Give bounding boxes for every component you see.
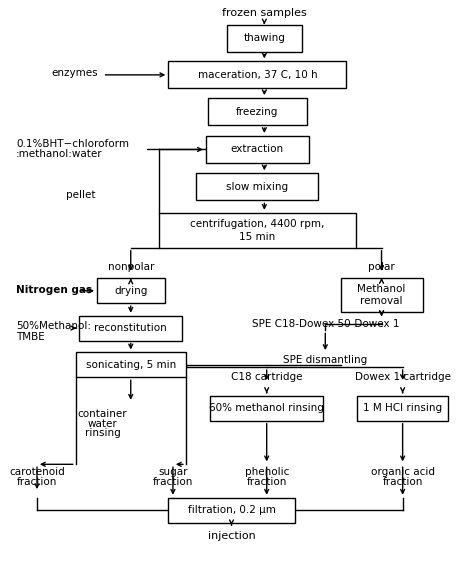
Text: SPE C18-Dowex 50-Dowex 1: SPE C18-Dowex 50-Dowex 1: [252, 319, 399, 328]
Text: injection: injection: [208, 531, 255, 541]
Text: fraction: fraction: [153, 477, 193, 487]
Bar: [168, 61, 346, 89]
Text: carotenoid: carotenoid: [9, 467, 65, 477]
Text: 1 M HCl rinsing: 1 M HCl rinsing: [363, 403, 442, 414]
Bar: [159, 213, 356, 248]
Text: phenolic: phenolic: [244, 467, 289, 477]
Bar: [208, 98, 306, 125]
Text: 0.1%BHT−chloroform: 0.1%BHT−chloroform: [16, 139, 129, 149]
Text: sugar: sugar: [158, 467, 188, 477]
Bar: [211, 396, 323, 421]
Text: C18 cartridge: C18 cartridge: [231, 372, 303, 382]
Bar: [79, 316, 182, 341]
Text: polar: polar: [368, 262, 395, 272]
Text: drying: drying: [114, 286, 147, 296]
Text: enzymes: enzymes: [51, 68, 98, 78]
Text: water: water: [88, 419, 118, 429]
Text: fraction: fraction: [246, 477, 287, 487]
Text: slow mixing: slow mixing: [226, 182, 288, 192]
Text: nonpolar: nonpolar: [108, 262, 154, 272]
Text: Nitrogen gas: Nitrogen gas: [16, 285, 92, 295]
Text: reconstitution: reconstitution: [94, 323, 167, 333]
Text: rinsing: rinsing: [85, 428, 120, 438]
Bar: [97, 278, 165, 303]
Text: maceration, 37 C, 10 h: maceration, 37 C, 10 h: [197, 70, 317, 80]
Text: TMBE: TMBE: [16, 332, 45, 341]
Text: extraction: extraction: [231, 144, 284, 154]
Text: 50%Methanol:: 50%Methanol:: [16, 321, 91, 331]
Text: pellet: pellet: [66, 190, 96, 200]
Text: frozen samples: frozen samples: [222, 8, 307, 18]
Text: Dowex 1 cartridge: Dowex 1 cartridge: [354, 372, 451, 382]
Bar: [196, 173, 318, 201]
Bar: [340, 278, 422, 312]
Text: centrifugation, 4400 rpm,
15 min: centrifugation, 4400 rpm, 15 min: [190, 219, 325, 241]
Text: container: container: [78, 409, 127, 419]
Bar: [227, 24, 302, 52]
Bar: [357, 396, 448, 421]
Bar: [168, 498, 295, 523]
Text: 60% methanol rinsing: 60% methanol rinsing: [209, 403, 324, 414]
Text: thawing: thawing: [244, 33, 285, 43]
Bar: [206, 136, 309, 163]
Text: fraction: fraction: [17, 477, 57, 487]
Text: organic acid: organic acid: [371, 467, 435, 477]
Text: SPE dismantling: SPE dismantling: [283, 356, 367, 365]
Text: sonicating, 5 min: sonicating, 5 min: [85, 360, 176, 370]
Text: filtration, 0.2 μm: filtration, 0.2 μm: [187, 505, 276, 515]
Text: Methanol
removal: Methanol removal: [357, 283, 406, 306]
Text: freezing: freezing: [236, 107, 278, 116]
Bar: [76, 352, 186, 377]
Text: fraction: fraction: [382, 477, 423, 487]
Text: :methanol:water: :methanol:water: [16, 149, 102, 159]
